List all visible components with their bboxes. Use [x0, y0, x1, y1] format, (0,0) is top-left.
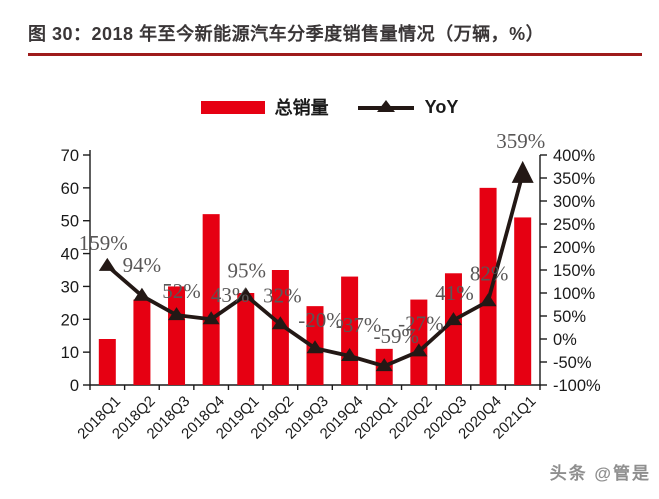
legend-item-sales: 总销量: [200, 94, 329, 120]
left-axis-label: 70: [61, 147, 79, 165]
bar-total-sales: [514, 217, 532, 385]
yoy-point-label: 41%: [435, 281, 474, 305]
triangle-marker-icon: [168, 307, 186, 321]
watermark: 头条 @管是: [549, 464, 651, 483]
right-axis-label: 300%: [553, 193, 596, 211]
triangle-marker-icon: [133, 287, 151, 301]
right-axis-label: 400%: [553, 147, 596, 165]
right-axis-label: 150%: [553, 262, 596, 280]
yoy-point-label: 95%: [228, 258, 267, 282]
right-axis-label: 50%: [553, 308, 586, 326]
triangle-marker-icon: [410, 343, 428, 357]
bar-total-sales: [202, 214, 220, 385]
yoy-point-label: -59%: [373, 324, 419, 348]
triangle-marker-icon: [237, 287, 255, 301]
yoy-point-label: 159%: [79, 231, 128, 255]
right-axis-label: 0%: [553, 331, 577, 349]
yoy-point-label: -27%: [398, 311, 444, 335]
bar-total-sales: [133, 299, 151, 385]
legend-item-yoy: YoY: [357, 96, 459, 118]
left-axis-label: 0: [70, 377, 79, 395]
right-axis-label: 250%: [553, 216, 596, 234]
triangle-marker-icon: [376, 100, 395, 112]
bar-total-sales: [98, 339, 116, 385]
triangle-marker-icon: [479, 293, 497, 307]
triangle-marker-icon: [202, 311, 220, 325]
right-axis-label: 200%: [553, 239, 596, 257]
triangle-marker-icon: [444, 312, 462, 326]
yoy-point-label: 359%: [496, 129, 545, 153]
yoy-point-label: -20%: [298, 308, 344, 332]
triangle-marker-icon: [98, 257, 116, 271]
chart-legend: 总销量 YoY: [0, 94, 659, 120]
yoy-point-label: -37%: [336, 313, 382, 337]
legend-line-label: YoY: [424, 96, 459, 117]
figure-header: 图 30：2018 年至今新能源汽车分季度销售量情况（万辆，%）: [28, 20, 642, 56]
right-axis-label: 350%: [553, 170, 596, 188]
yoy-point-label: 94%: [123, 253, 162, 277]
triangle-marker-icon: [306, 340, 324, 354]
right-axis-label: -100%: [553, 377, 601, 395]
left-axis-label: 10: [61, 344, 79, 362]
right-axis-label: 100%: [553, 285, 596, 303]
line-series-swatch: [357, 100, 414, 112]
yoy-point-labels: 159%94%52% 43%95%32%-20%-37%-59%-27% 41%82…: [79, 129, 545, 348]
triangle-marker-icon: [271, 316, 289, 330]
yoy-point-label: 32%: [263, 283, 302, 307]
bar-total-sales: [444, 273, 462, 385]
bar-series-swatch: [200, 100, 265, 114]
legend-bar-label: 总销量: [274, 98, 329, 118]
triangle-marker-icon: [511, 160, 534, 183]
bar-total-sales: [410, 299, 428, 385]
right-axis-label: -50%: [553, 354, 592, 372]
triangle-marker-icon: [375, 358, 393, 372]
left-axis-label: 60: [61, 180, 79, 198]
bar-total-sales: [479, 187, 497, 385]
left-axis-label: 30: [61, 278, 79, 296]
figure-title: 图 30：2018 年至今新能源汽车分季度销售量情况（万辆，%）: [28, 24, 545, 44]
yoy-point-label: 52%: [162, 279, 201, 303]
left-axis-label: 50: [61, 213, 79, 231]
left-axis-label: 20: [61, 311, 79, 329]
triangle-marker-icon: [341, 348, 359, 362]
axis-ticks: [83, 154, 547, 390]
yoy-point-label: 82%: [470, 261, 509, 285]
bar-total-sales: [237, 293, 255, 385]
left-axis-label: 40: [61, 246, 79, 264]
yoy-markers: [98, 160, 534, 372]
yoy-point-label: 43%: [211, 283, 250, 307]
